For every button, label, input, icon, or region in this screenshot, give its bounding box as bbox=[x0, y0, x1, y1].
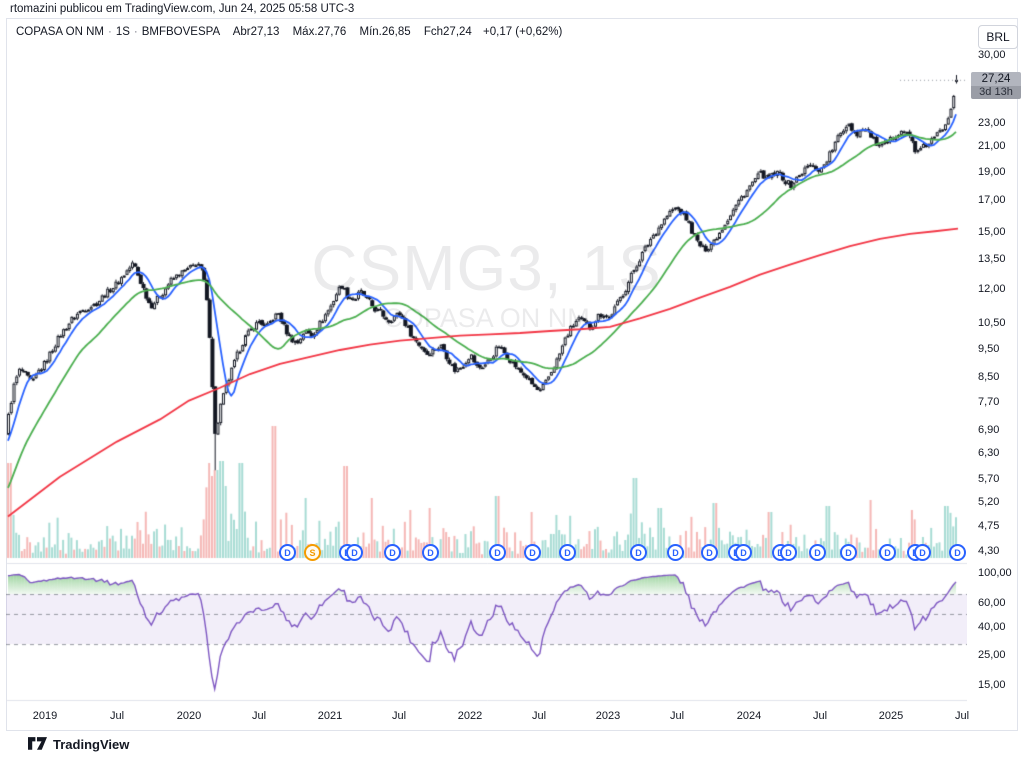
price-axis-label: 21,00 bbox=[978, 140, 1006, 153]
time-axis-label: Jul bbox=[109, 710, 125, 722]
time-axis-label: 2024 bbox=[736, 710, 762, 722]
time-scale[interactable]: 2019 Jul 2020 Jul 2021 Jul 2022 Jul 2023 Jul 2024 J… bbox=[6, 701, 970, 731]
time-axis-label: 2020 bbox=[176, 710, 202, 722]
price-axis-label: 9,50 bbox=[978, 342, 1000, 355]
dividend-marker[interactable]: D bbox=[524, 544, 541, 561]
dividend-marker[interactable]: D bbox=[840, 544, 857, 561]
price-axis-label: 13,50 bbox=[978, 252, 1006, 265]
dividend-marker[interactable]: D bbox=[630, 544, 647, 561]
dividend-marker[interactable]: D bbox=[667, 544, 684, 561]
oscillator-axis-label: 100,00 bbox=[978, 567, 1012, 579]
dividend-marker[interactable]: D bbox=[384, 544, 401, 561]
price-axis-label: 6,30 bbox=[978, 447, 1000, 460]
legend-close: Fch27,24 bbox=[423, 26, 472, 38]
legend-symbol-title[interactable]: COPASA ON NM · 1S · BMFBOVESPA bbox=[16, 26, 220, 38]
oscillator-axis-label: 25,00 bbox=[978, 648, 1006, 661]
price-axis-label: 19,00 bbox=[978, 165, 1006, 178]
time-axis-label: 2022 bbox=[457, 710, 483, 722]
legend-high: Máx.27,76 bbox=[292, 26, 347, 38]
tradingview-logo-icon bbox=[28, 737, 47, 750]
price-axis-label: 4,30 bbox=[978, 544, 1000, 557]
dividend-marker[interactable]: D bbox=[735, 544, 752, 561]
time-axis-label: Jul bbox=[251, 710, 267, 722]
dividend-marker[interactable]: D bbox=[780, 544, 797, 561]
last-price-value: 27,24 bbox=[971, 71, 1021, 86]
legend-change: +0,17 (+0,62%) bbox=[483, 26, 563, 38]
oscillator-axis-label: 60,00 bbox=[978, 597, 1006, 610]
time-axis-label: Jul bbox=[954, 710, 970, 722]
dividend-marker[interactable]: D bbox=[914, 544, 931, 561]
dividend-marker[interactable]: D bbox=[879, 544, 896, 561]
oscillator-axis-label: 15,00 bbox=[978, 679, 1006, 691]
price-axis-label: 8,50 bbox=[978, 371, 1000, 384]
event-marker-layer: DSDDDDDDDDDDDDDDDDDDDD bbox=[6, 18, 967, 731]
time-axis-label: Jul bbox=[391, 710, 407, 722]
dividend-marker[interactable]: D bbox=[346, 544, 363, 561]
share-attribution: rtomazini publicou em TradingView.com, J… bbox=[10, 3, 355, 15]
dividend-marker[interactable]: D bbox=[279, 544, 296, 561]
price-axis-label: 7,70 bbox=[978, 396, 1000, 409]
price-axis-label: 4,75 bbox=[978, 519, 1000, 532]
oscillator-axis-label: 40,00 bbox=[978, 621, 1006, 634]
legend-low: Mín.26,85 bbox=[359, 26, 411, 38]
dividend-marker[interactable]: D bbox=[949, 544, 966, 561]
brand-text: TradingView bbox=[53, 737, 130, 752]
time-axis-label: 2025 bbox=[878, 710, 904, 722]
time-axis-label: 2021 bbox=[317, 710, 343, 722]
price-axis-label: 17,00 bbox=[978, 194, 1006, 207]
price-axis-label: 15,00 bbox=[978, 226, 1006, 239]
split-marker[interactable]: S bbox=[304, 544, 321, 561]
time-axis-label: Jul bbox=[812, 710, 828, 722]
time-axis-label: Jul bbox=[531, 710, 547, 722]
price-axis-label: 23,00 bbox=[978, 117, 1006, 129]
time-axis-label: 2019 bbox=[32, 710, 58, 722]
footer: TradingView bbox=[0, 731, 1024, 758]
chart-canvas[interactable] bbox=[6, 18, 967, 731]
price-axis-label: 5,70 bbox=[978, 473, 1000, 485]
price-axis-label: 12,00 bbox=[978, 283, 1006, 296]
price-axis-label: 6,90 bbox=[978, 424, 1000, 437]
time-axis-label: Jul bbox=[669, 710, 685, 722]
dividend-marker[interactable]: D bbox=[809, 544, 826, 561]
price-axis-label: 30,00 bbox=[978, 49, 1006, 62]
price-axis-label: 5,20 bbox=[978, 496, 1000, 509]
dividend-marker[interactable]: D bbox=[422, 544, 439, 561]
bar-countdown: 3d 13h bbox=[971, 85, 1021, 99]
time-axis-label: 2023 bbox=[595, 710, 621, 722]
last-price-label: 27,24 3d 13h bbox=[971, 71, 1021, 99]
dividend-marker[interactable]: D bbox=[489, 544, 506, 561]
dividend-marker[interactable]: D bbox=[701, 544, 718, 561]
dividend-marker[interactable]: D bbox=[559, 544, 576, 561]
legend-open: Abr27,13 bbox=[232, 26, 280, 38]
price-axis-label: 10,50 bbox=[978, 317, 1006, 330]
price-scale[interactable]: 30,00 23,00 21,00 19,00 17,00 15,00 13,50 12,00… bbox=[968, 18, 1024, 700]
symbol-legend: COPASA ON NM · 1S · BMFBOVESPA Abr27,13 Máx.… bbox=[16, 26, 562, 38]
tradingview-brand[interactable]: TradingView bbox=[28, 737, 129, 752]
currency-button[interactable]: BRL bbox=[978, 25, 1018, 49]
